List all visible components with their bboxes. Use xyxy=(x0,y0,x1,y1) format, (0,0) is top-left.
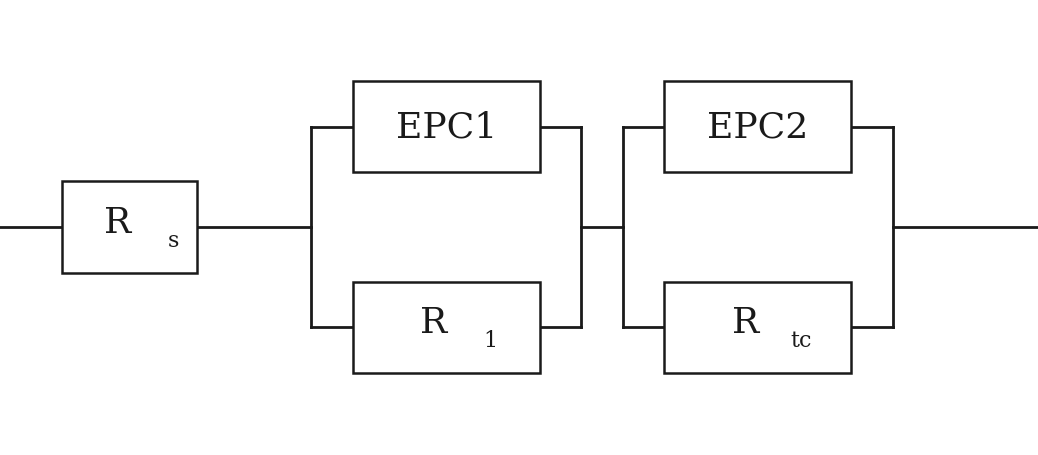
Text: 1: 1 xyxy=(483,329,497,351)
FancyBboxPatch shape xyxy=(62,182,197,273)
Text: R: R xyxy=(420,305,447,339)
Text: R: R xyxy=(732,305,759,339)
FancyBboxPatch shape xyxy=(664,282,851,373)
Text: tc: tc xyxy=(791,329,812,351)
FancyBboxPatch shape xyxy=(664,82,851,173)
Text: EPC2: EPC2 xyxy=(707,111,809,144)
Text: EPC1: EPC1 xyxy=(395,111,497,144)
FancyBboxPatch shape xyxy=(353,82,540,173)
Text: R: R xyxy=(104,205,131,239)
FancyBboxPatch shape xyxy=(353,282,540,373)
Text: s: s xyxy=(168,229,179,251)
